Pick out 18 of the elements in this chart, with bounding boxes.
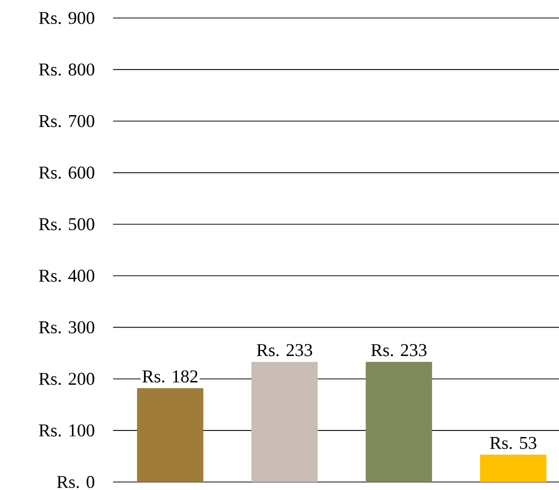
data-label: Rs. 233 (256, 344, 312, 356)
y-tick-label: Rs. 200 (38, 372, 94, 385)
y-tick-label: Rs. 100 (38, 424, 94, 437)
bar (480, 454, 546, 482)
bar (137, 388, 204, 482)
y-tick-label: Rs. 500 (38, 218, 94, 230)
bar (366, 362, 432, 482)
bar (251, 362, 318, 482)
data-label: Rs. 182 (142, 370, 198, 383)
data-label: Rs. 53 (490, 436, 536, 450)
data-label: Rs. 233 (371, 344, 426, 356)
y-tick-label: Rs. 600 (38, 166, 94, 179)
y-tick-label: Rs. 400 (38, 270, 94, 282)
y-tick-label: Rs. 700 (38, 114, 94, 128)
y-tick-label: Rs. 900 (38, 12, 94, 24)
y-tick-label: Rs. 800 (38, 63, 94, 76)
y-tick-label: Rs. 0 (56, 476, 94, 488)
y-tick-label: Rs. 300 (38, 321, 94, 334)
